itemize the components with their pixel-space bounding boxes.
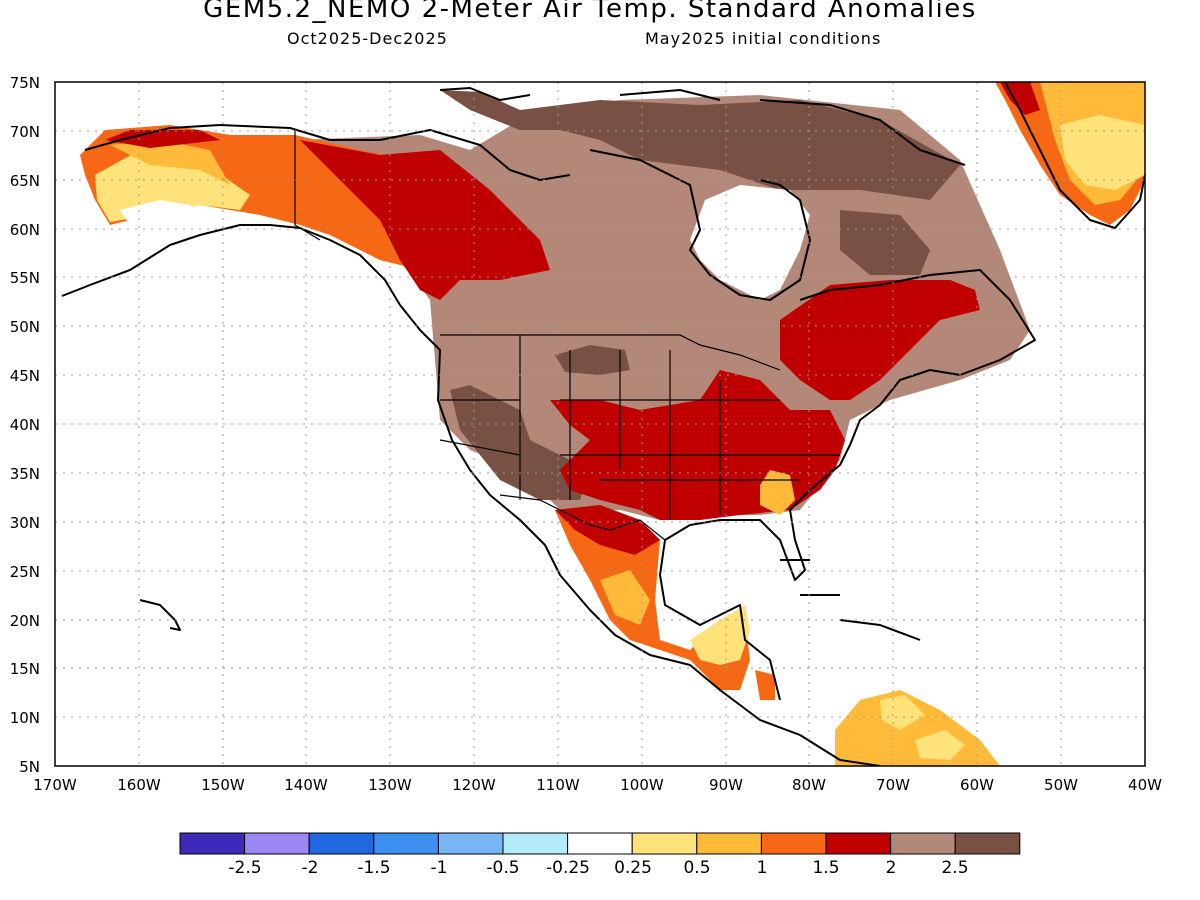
colorbar-label: -0.5 [486, 858, 519, 878]
colorbar-box [631, 832, 698, 855]
colorbar-box [567, 832, 633, 855]
anomaly-field-darkred [105, 130, 220, 148]
colorbar-label: -1 [431, 858, 448, 878]
lat-tick: 45N [10, 367, 40, 385]
lon-tick: 70W [876, 776, 910, 794]
lon-tick: 140W [284, 776, 328, 794]
anomaly-field-orange [755, 670, 775, 700]
anomaly-field-darkbrown [440, 90, 960, 200]
colorbar-box [825, 832, 892, 855]
colorbar-label: -2 [302, 858, 319, 878]
map-content [61, 82, 1145, 766]
lon-tick: 150W [201, 776, 245, 794]
lat-tick: 30N [10, 514, 40, 532]
lon-tick: 60W [960, 776, 994, 794]
lat-tick: 65N [10, 172, 40, 190]
colorbar-label: 1.5 [812, 858, 839, 878]
colorbar-label: 2.5 [941, 858, 968, 878]
lat-tick: 20N [10, 612, 40, 630]
lat-tick: 15N [10, 660, 40, 678]
lon-tick: 110W [536, 776, 580, 794]
anomaly-field-darkred [300, 140, 550, 300]
colorbar-box [696, 832, 762, 855]
hudson-bay-water [690, 185, 810, 300]
colorbar-label: 1 [757, 858, 768, 878]
lon-tick: 80W [792, 776, 826, 794]
initial-conditions: May2025 initial conditions [645, 29, 882, 48]
colorbar-box [760, 832, 827, 855]
anomaly-field-darkbrown [840, 210, 930, 275]
lat-tick: 35N [10, 465, 40, 483]
political-borders [294, 130, 840, 541]
lon-tick: 100W [620, 776, 664, 794]
colorbar-box [954, 832, 1021, 855]
lon-tick: 40W [1128, 776, 1162, 794]
lat-tick: 70N [10, 123, 40, 141]
colorbar-label: -0.25 [546, 858, 590, 878]
lon-tick: 90W [709, 776, 743, 794]
anomaly-field-yellow [915, 730, 965, 760]
anomaly-field-lightorange [110, 140, 230, 185]
anomaly-field-lightorange [600, 570, 650, 625]
anomaly-field-lightorange [835, 690, 1000, 766]
map-frame [54, 81, 1146, 767]
colorbar-label: 0.5 [683, 858, 710, 878]
lat-tick: 75N [10, 74, 40, 92]
lat-tick: 40N [10, 416, 40, 434]
lat-tick: 25N [10, 563, 40, 581]
colorbar-box [890, 832, 956, 855]
anomaly-field-yellow [880, 695, 925, 730]
valid-period: Oct2025-Dec2025 [287, 29, 448, 48]
colorbar-label: -1.5 [357, 858, 390, 878]
lat-tick: 10N [10, 709, 40, 727]
map-title: GEM5.2_NEMO 2-Meter Air Temp. Standard A… [203, 0, 977, 24]
anomaly-field-darkred [780, 280, 980, 400]
graticule [55, 82, 1145, 766]
lat-axis: 75N 70N 65N 60N 55N 50N 45N 40N 35N 30N … [10, 74, 40, 776]
lon-tick: 130W [368, 776, 412, 794]
lon-tick: 50W [1044, 776, 1078, 794]
anomaly-field-darkbrown [555, 345, 630, 375]
colorbar-box [437, 832, 504, 855]
lon-tick: 120W [452, 776, 496, 794]
colorbar-box [502, 832, 569, 855]
lat-tick: 5N [19, 758, 40, 776]
lat-tick: 50N [10, 318, 40, 336]
colorbar-label: 0.25 [614, 858, 652, 878]
anomaly-field-yellow [1060, 115, 1145, 190]
colorbar: -2.5 -2 -1.5 -1 -0.5 -0.25 0.25 0.5 1 1.… [179, 832, 1021, 878]
lon-tick: 170W [33, 776, 77, 794]
coastlines [61, 82, 1145, 766]
lat-tick: 55N [10, 269, 40, 287]
anomaly-field-lightorange [760, 470, 795, 515]
colorbar-label: 2 [886, 858, 897, 878]
lon-tick: 160W [117, 776, 161, 794]
colorbar-box [373, 832, 439, 855]
anomaly-field-darkred [555, 505, 660, 555]
anomaly-field-white [120, 200, 200, 225]
colorbar-box [179, 832, 246, 855]
lat-tick: 60N [10, 221, 40, 239]
colorbar-box [244, 832, 310, 855]
lon-axis: 170W 160W 150W 140W 130W 120W 110W 100W … [33, 776, 1162, 794]
colorbar-label: -2.5 [228, 858, 261, 878]
colorbar-box [308, 832, 375, 855]
